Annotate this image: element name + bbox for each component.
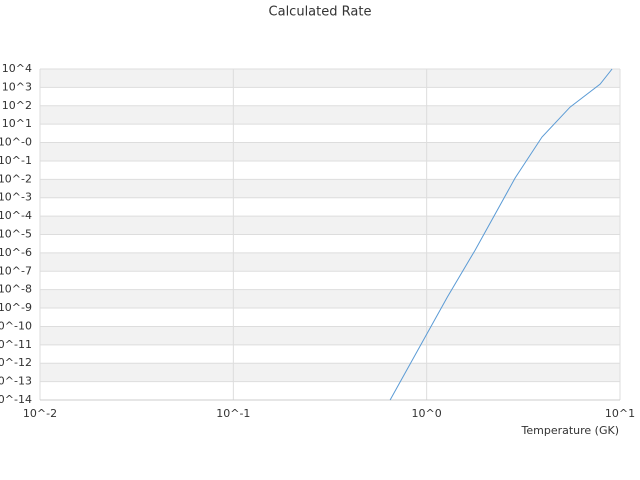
y-tick-label: 10^-5 bbox=[0, 228, 32, 241]
y-tick-label: 10^-10 bbox=[0, 319, 32, 332]
y-tick-label: 10^1 bbox=[2, 117, 32, 130]
y-tick-label: 10^-7 bbox=[0, 264, 32, 277]
x-tick-label: 10^-2 bbox=[23, 407, 57, 420]
x-tick-label: 10^0 bbox=[412, 407, 442, 420]
y-tick-label: 10^3 bbox=[2, 80, 32, 93]
x-tick-label: 10^-1 bbox=[216, 407, 250, 420]
y-tick-label: 10^-11 bbox=[0, 338, 32, 351]
grid-band bbox=[40, 363, 620, 382]
y-tick-label: 10^-3 bbox=[0, 191, 32, 204]
grid-band bbox=[40, 216, 620, 235]
chart-title: Calculated Rate bbox=[269, 5, 372, 20]
y-tick-label: 10^4 bbox=[2, 62, 32, 75]
y-tick-label: 10^-0 bbox=[0, 136, 32, 149]
grid-band bbox=[40, 326, 620, 345]
y-tick-label: 10^-6 bbox=[0, 246, 32, 259]
y-tick-label: 10^-12 bbox=[0, 356, 32, 369]
y-tick-label: 10^2 bbox=[2, 99, 32, 112]
grid-band bbox=[40, 69, 620, 88]
grid-band bbox=[40, 105, 620, 125]
y-tick-label: 10^-1 bbox=[0, 154, 32, 167]
x-tick-label: 10^1 bbox=[605, 407, 635, 420]
y-tick-label: 10^-9 bbox=[0, 301, 32, 314]
line bbox=[389, 68, 613, 401]
y-tick-label: 10^-4 bbox=[0, 209, 32, 222]
y-tick-label: 10^-8 bbox=[0, 283, 32, 296]
y-tick-label: 10^-14 bbox=[0, 393, 32, 406]
y-tick-label: 10^-13 bbox=[0, 375, 32, 388]
y-tick-label: 10^-2 bbox=[0, 172, 32, 185]
grid-band bbox=[40, 252, 620, 272]
grid-band bbox=[40, 179, 620, 198]
grid-band bbox=[40, 142, 620, 161]
grid-band bbox=[40, 289, 620, 309]
x-axis-label: Temperature (GK) bbox=[521, 424, 620, 437]
